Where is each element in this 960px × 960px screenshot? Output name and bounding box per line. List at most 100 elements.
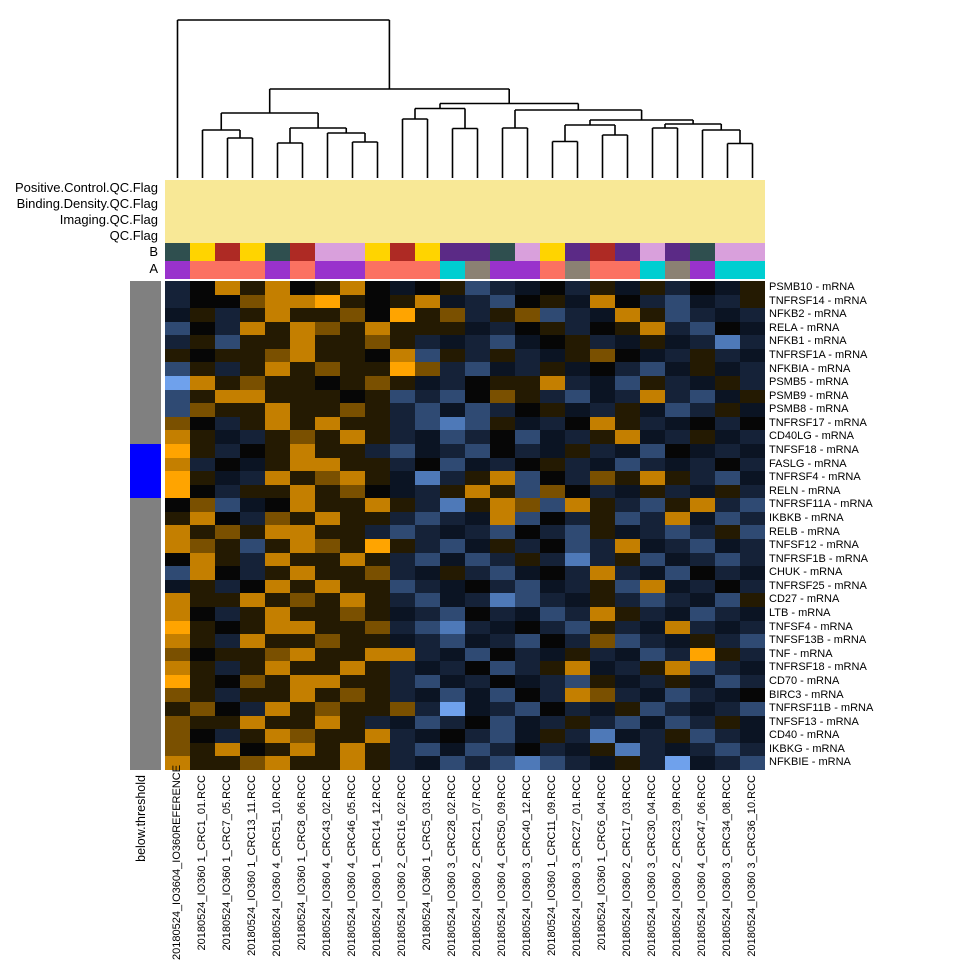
heatmap-cell bbox=[740, 281, 765, 295]
heatmap-cell bbox=[365, 403, 390, 417]
gene-row-label: TNFSF12 - mRNA bbox=[769, 539, 859, 552]
heatmap-cell bbox=[340, 661, 365, 675]
heatmap-cell bbox=[540, 742, 565, 757]
heatmap-cell bbox=[365, 634, 390, 648]
heatmap-cell bbox=[640, 457, 665, 472]
heatmap-cell bbox=[740, 376, 765, 390]
heatmap-cell bbox=[365, 484, 390, 499]
heatmap-cell bbox=[590, 579, 615, 594]
heatmap-cell bbox=[215, 416, 240, 431]
heatmap-cell bbox=[215, 471, 240, 485]
heatmap-cell bbox=[615, 525, 640, 540]
heatmap-cell bbox=[315, 552, 340, 567]
heatmap-cell bbox=[390, 308, 415, 322]
heatmap-cell bbox=[415, 457, 440, 472]
track-b-cell bbox=[340, 243, 365, 261]
heatmap-cell bbox=[315, 403, 340, 417]
heatmap-cell bbox=[540, 729, 565, 743]
heatmap-cell bbox=[740, 430, 765, 444]
sample-column-label: 20180524_IO360 3_CRC40_12.RCC bbox=[521, 775, 533, 957]
heatmap-cell bbox=[490, 715, 515, 730]
heatmap-cell bbox=[390, 443, 415, 458]
heatmap-cell bbox=[315, 525, 340, 540]
heatmap-cell bbox=[665, 362, 690, 377]
heatmap-cell bbox=[240, 742, 265, 757]
heatmap-cell bbox=[290, 335, 315, 349]
heatmap-cell bbox=[315, 661, 340, 675]
heatmap-cell bbox=[490, 403, 515, 417]
heatmap-cell bbox=[190, 606, 215, 621]
heatmap-cell bbox=[215, 321, 240, 336]
heatmap-cell bbox=[415, 362, 440, 377]
heatmap-cell bbox=[715, 606, 740, 621]
heatmap-cell bbox=[590, 702, 615, 716]
heatmap-cell bbox=[440, 566, 465, 580]
heatmap-cell bbox=[340, 729, 365, 743]
heatmap-cell bbox=[240, 729, 265, 743]
heatmap-cell bbox=[740, 471, 765, 485]
heatmap-cell bbox=[265, 484, 290, 499]
heatmap-cell bbox=[540, 416, 565, 431]
heatmap-cell bbox=[265, 362, 290, 377]
heatmap-cell bbox=[740, 348, 765, 363]
gene-row-label: CD27 - mRNA bbox=[769, 593, 840, 606]
heatmap-cell bbox=[565, 539, 590, 553]
heatmap-cell bbox=[165, 308, 190, 322]
heatmap-cell bbox=[665, 308, 690, 322]
heatmap-cell bbox=[315, 688, 340, 703]
heatmap-cell bbox=[315, 729, 340, 743]
heatmap-cell bbox=[590, 389, 615, 404]
heatmap-cell bbox=[615, 416, 640, 431]
heatmap-cell bbox=[415, 661, 440, 675]
heatmap-cell bbox=[465, 362, 490, 377]
heatmap-cell bbox=[240, 498, 265, 512]
heatmap-cell bbox=[540, 715, 565, 730]
heatmap-cell bbox=[565, 661, 590, 675]
heatmap-cell bbox=[390, 348, 415, 363]
heatmap-cell bbox=[615, 321, 640, 336]
heatmap-cell bbox=[265, 742, 290, 757]
heatmap-cell bbox=[290, 430, 315, 444]
heatmap-cell bbox=[565, 335, 590, 349]
heatmap-cell bbox=[365, 525, 390, 540]
heatmap-cell bbox=[365, 511, 390, 526]
heatmap-cell bbox=[265, 702, 290, 716]
heatmap-cell bbox=[565, 376, 590, 390]
heatmap-cell bbox=[515, 620, 540, 635]
heatmap-cell bbox=[740, 511, 765, 526]
heatmap-cell bbox=[390, 362, 415, 377]
heatmap-cell bbox=[715, 471, 740, 485]
heatmap-cell bbox=[465, 498, 490, 512]
heatmap-cell bbox=[590, 430, 615, 444]
heatmap-cell bbox=[590, 593, 615, 607]
heatmap-cell bbox=[340, 294, 365, 309]
track-a-cell bbox=[190, 261, 215, 279]
heatmap-cell bbox=[665, 457, 690, 472]
gene-row-label: TNFSF13B - mRNA bbox=[769, 634, 867, 647]
heatmap-cell bbox=[640, 281, 665, 295]
heatmap-cell bbox=[390, 457, 415, 472]
gene-row-label: IKBKG - mRNA bbox=[769, 742, 845, 755]
heatmap-cell bbox=[165, 281, 190, 295]
heatmap-cell bbox=[690, 539, 715, 553]
heatmap-cell bbox=[240, 756, 265, 770]
heatmap-cell bbox=[440, 756, 465, 770]
heatmap-cell bbox=[465, 634, 490, 648]
heatmap-cell bbox=[665, 281, 690, 295]
heatmap-cell bbox=[465, 702, 490, 716]
heatmap-cell bbox=[665, 376, 690, 390]
heatmap-cell bbox=[665, 294, 690, 309]
track-b-cell bbox=[165, 243, 190, 261]
heatmap-cell bbox=[590, 416, 615, 431]
heatmap-cell bbox=[515, 702, 540, 716]
heatmap-cell bbox=[615, 430, 640, 444]
heatmap-cell bbox=[640, 348, 665, 363]
heatmap-cell bbox=[415, 389, 440, 404]
heatmap-cell bbox=[365, 620, 390, 635]
heatmap-cell bbox=[690, 674, 715, 689]
heatmap-cell bbox=[690, 688, 715, 703]
heatmap-cell bbox=[515, 674, 540, 689]
heatmap-cell bbox=[615, 579, 640, 594]
heatmap-cell bbox=[240, 674, 265, 689]
heatmap-cell bbox=[565, 416, 590, 431]
